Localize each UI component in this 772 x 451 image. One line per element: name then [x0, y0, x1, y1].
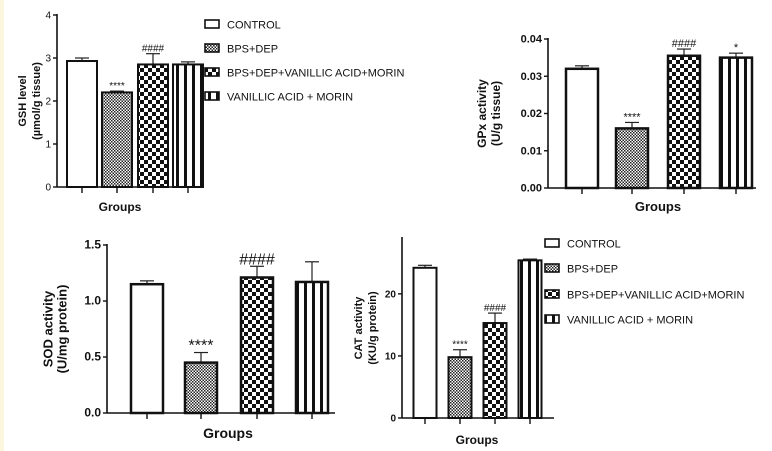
gsh-legend-label-bps-dep-va-morin: BPS+DEP+VANILLIC ACID+MORIN [227, 68, 404, 80]
gsh-bar-va-morin [172, 63, 204, 188]
gpx-bar-va-morin [718, 56, 754, 190]
cat-legend-label-bps-dep: BPS+DEP [567, 264, 618, 276]
page-edge [0, 0, 4, 451]
gpx-panel: 0.00 0.01 0.02 0.03 0.04 GPx activity (U/g tis… [475, 34, 756, 214]
cat-significance-bps-dep-va-morin: #### [484, 303, 507, 314]
gsh-legend-label-control: CONTROL [227, 20, 281, 32]
cat-y-axis-label: (KU/g protein) [367, 291, 379, 365]
cat-bar-va-morin [517, 259, 543, 419]
gsh-legend-swatch-bps-dep [204, 43, 220, 53]
cat-legend-swatch-control [544, 238, 560, 248]
sod-y-tick-label: 0.5 [84, 350, 101, 364]
sod-significance-bps-dep: **** [189, 338, 214, 355]
sod-bar-control [129, 282, 165, 415]
gpx-significance-va-morin: * [734, 42, 739, 54]
sod-y-tick-label: 1.5 [84, 238, 101, 252]
gsh-x-axis-label: Groups [99, 200, 142, 214]
cat-bar-bps-dep [447, 356, 473, 420]
gpx-bar-control [564, 67, 600, 190]
gpx-y-tick-label: 0.01 [521, 145, 542, 157]
cat-significance-bps-dep: **** [452, 340, 468, 351]
cat-bar-bps-dep-va-morin [482, 322, 508, 419]
sod-bar-va-morin [294, 280, 330, 415]
gsh-y-tick-label: 2 [45, 97, 51, 108]
gsh-y-tick-label: 1 [45, 140, 51, 151]
gsh-legend-label-va-morin: VANILLIC ACID + MORIN [227, 92, 353, 104]
gpx-y-axis-label: (U/g tissue) [489, 81, 503, 146]
gpx-y-tick-label: 0.04 [521, 34, 543, 46]
cat-y-tick-label: 20 [385, 289, 397, 300]
gsh-significance-bps-dep-va-morin: #### [142, 44, 165, 55]
cat-legend-swatch-bps-dep-va-morin [544, 289, 560, 299]
sod-panel: 0.0 0.5 1.0 1.5 SOD activity (U/mg protein) Gr… [41, 238, 335, 441]
gsh-legend-swatch-bps-dep-va-morin [204, 67, 220, 77]
gpx-y-tick-label: 0.00 [521, 183, 542, 195]
gsh-legend-swatch-control [204, 19, 220, 29]
cat-legend-label-bps-dep-va-morin: BPS+DEP+VANILLIC ACID+MORIN [567, 290, 744, 302]
gpx-bar-bps-dep-va-morin [666, 54, 702, 190]
gsh-panel: 0 1 2 3 4 GSH level (µmol/g tissue) Groups **** #… [17, 11, 405, 215]
sod-y-tick-label: 0.0 [84, 406, 101, 420]
sod-y-axis-label: SOD activity [41, 290, 56, 367]
gsh-bar-bps-dep-va-morin [137, 63, 169, 188]
cat-x-axis-label: Groups [456, 433, 499, 447]
cat-y-tick-label: 10 [385, 351, 397, 362]
gsh-legend-label-bps-dep: BPS+DEP [227, 44, 278, 56]
sod-x-axis-label: Groups [203, 425, 253, 441]
sod-bar-bps-dep-va-morin [239, 276, 275, 415]
gpx-significance-bps-dep: **** [623, 111, 641, 123]
gsh-legend-swatch-va-morin [204, 91, 220, 101]
gpx-y-tick-label: 0.03 [521, 71, 542, 83]
cat-legend-label-va-morin: VANILLIC ACID + MORIN [567, 315, 693, 327]
gpx-x-axis-label: Groups [635, 199, 681, 214]
gsh-y-tick-label: 0 [45, 183, 51, 194]
cat-legend-swatch-bps-dep [544, 263, 560, 273]
cat-legend-swatch-va-morin [544, 314, 560, 324]
sod-y-tick-label: 1.0 [84, 294, 101, 308]
cat-y-axis-label: CAT activity [353, 296, 365, 360]
sod-y-axis-label: (U/mg protein) [55, 285, 70, 374]
gpx-y-axis-label: GPx activity [475, 79, 489, 148]
gpx-significance-bps-dep-va-morin: #### [672, 38, 697, 50]
gsh-y-tick-label: 3 [45, 54, 51, 65]
cat-legend-label-control: CONTROL [567, 239, 621, 251]
gsh-y-axis-label: (µmol/g tissue) [31, 62, 43, 140]
sod-significance-bps-dep-va-morin: #### [239, 251, 275, 268]
gsh-y-tick-label: 4 [45, 11, 51, 22]
gpx-bar-bps-dep [614, 127, 650, 190]
gsh-bar-bps-dep [101, 91, 133, 188]
gpx-y-tick-label: 0.02 [521, 108, 542, 120]
cat-panel: 0 10 20 CAT activity (KU/g protein) Groups ***… [353, 237, 744, 447]
sod-bar-bps-dep [183, 361, 219, 415]
gsh-bar-control [66, 60, 98, 188]
cat-bar-control [412, 266, 438, 419]
gsh-significance-bps-dep: **** [109, 81, 125, 92]
gsh-y-axis-label: GSH level [17, 75, 29, 126]
cat-y-tick-label: 0 [390, 414, 396, 425]
